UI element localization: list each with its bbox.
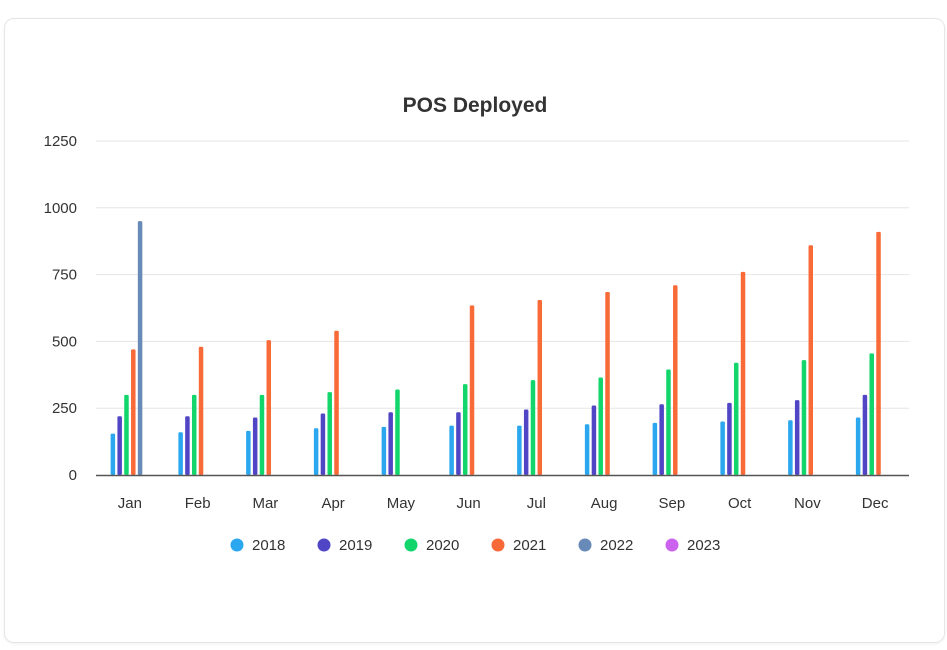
bar-2021-jan[interactable]: [131, 349, 136, 475]
legend-item-2018[interactable]: 2018: [230, 537, 286, 554]
bar-2021-feb[interactable]: [198, 346, 204, 475]
bar-2018-sep[interactable]: [652, 422, 658, 475]
x-tick-label: Feb: [185, 495, 211, 512]
bar-2020-mar[interactable]: [259, 394, 265, 475]
bar-2022-jan[interactable]: [137, 221, 143, 475]
y-tick-label: 750: [52, 267, 77, 284]
x-axis-ticks: Jan Feb Mar Apr May Jun Jul Aug Sep Oct Nov Dec: [118, 495, 889, 512]
legend-item-2023[interactable]: 2023: [665, 537, 721, 554]
bar-2018-jan[interactable]: [110, 433, 116, 475]
bar-2018-apr[interactable]: [313, 428, 319, 475]
bar-2019-nov[interactable]: [794, 400, 800, 475]
bar-2018-jun[interactable]: [449, 425, 454, 475]
bar-2020-nov[interactable]: [801, 360, 807, 475]
bar-2021-dec[interactable]: [876, 231, 881, 475]
bar-2018-may[interactable]: [381, 426, 387, 475]
bar-2021-oct[interactable]: [740, 271, 746, 475]
x-tick-label: Jan: [118, 495, 142, 512]
bar-2018-aug[interactable]: [584, 424, 590, 475]
bar-2019-feb[interactable]: [185, 416, 190, 475]
bar-2019-jan[interactable]: [117, 416, 122, 475]
x-tick-label: Nov: [794, 495, 821, 512]
legend-marker: [230, 538, 244, 552]
chart-card: [4, 18, 945, 643]
bar-2020-jun[interactable]: [462, 384, 468, 475]
legend-item-2020[interactable]: 2020: [404, 537, 460, 554]
bar-2020-sep[interactable]: [666, 369, 671, 475]
bar-2019-may[interactable]: [388, 412, 393, 475]
legend-label: 2022: [600, 537, 633, 554]
legend-label: 2023: [687, 537, 720, 554]
bar-2020-oct[interactable]: [733, 362, 739, 475]
legend-item-2019[interactable]: 2019: [317, 537, 373, 554]
bar-2021-aug[interactable]: [605, 291, 610, 475]
bar-2018-mar[interactable]: [246, 430, 251, 475]
bar-2019-apr[interactable]: [320, 413, 326, 475]
y-tick-label: 250: [52, 400, 77, 417]
bar-2019-jul[interactable]: [523, 409, 529, 475]
bar-2021-jun[interactable]: [469, 305, 475, 475]
x-tick-label: Jun: [457, 495, 481, 512]
y-tick-label: 1000: [44, 200, 77, 217]
x-tick-label: Mar: [252, 495, 278, 512]
bar-2018-jul[interactable]: [517, 425, 522, 475]
legend: 2018 2019 2020 2021 2022 2023: [230, 537, 721, 554]
x-tick-label: Jul: [527, 495, 546, 512]
bar-2018-oct[interactable]: [720, 421, 725, 475]
legend-label: 2019: [339, 537, 372, 554]
bar-2020-jul[interactable]: [530, 380, 536, 475]
y-tick-label: 0: [69, 467, 77, 484]
bar-2019-oct[interactable]: [727, 402, 732, 475]
bar-2021-apr[interactable]: [334, 330, 339, 475]
bar-2020-aug[interactable]: [598, 377, 603, 475]
bars: [110, 221, 881, 475]
legend-marker: [317, 538, 331, 552]
bar-2018-nov[interactable]: [788, 420, 793, 475]
legend-marker: [404, 538, 418, 552]
bar-2019-mar[interactable]: [252, 417, 258, 475]
bar-2021-mar[interactable]: [266, 340, 272, 475]
bar-2020-dec[interactable]: [869, 353, 874, 475]
bar-2021-jul[interactable]: [537, 299, 543, 475]
y-tick-label: 500: [52, 333, 77, 350]
bar-2021-nov[interactable]: [808, 245, 814, 475]
legend-item-2021[interactable]: 2021: [491, 537, 547, 554]
bar-2018-feb[interactable]: [178, 432, 183, 475]
gridlines: [96, 140, 909, 409]
x-tick-label: May: [387, 495, 416, 512]
bar-2020-jan[interactable]: [124, 394, 129, 475]
y-tick-label: 1250: [44, 133, 77, 150]
y-axis-ticks: 0 250 500 750 1000 1250: [44, 133, 77, 484]
bar-2020-may[interactable]: [395, 389, 400, 475]
x-tick-label: Apr: [321, 495, 344, 512]
x-tick-label: Sep: [659, 495, 686, 512]
legend-item-2022[interactable]: 2022: [578, 537, 634, 554]
bar-2019-sep[interactable]: [659, 404, 664, 475]
x-tick-label: Dec: [862, 495, 889, 512]
legend-label: 2021: [513, 537, 546, 554]
legend-marker: [491, 538, 505, 552]
bar-2020-feb[interactable]: [191, 394, 197, 475]
legend-marker: [578, 538, 592, 552]
x-tick-label: Oct: [728, 495, 752, 512]
chart-title: POS Deployed: [403, 94, 548, 117]
bar-2019-jun[interactable]: [456, 412, 461, 475]
legend-label: 2020: [426, 537, 459, 554]
bar-2020-apr[interactable]: [327, 392, 332, 475]
bar-2019-dec[interactable]: [862, 394, 868, 475]
legend-label: 2018: [252, 537, 285, 554]
bar-2021-sep[interactable]: [673, 285, 678, 475]
legend-marker: [665, 538, 679, 552]
x-tick-label: Aug: [591, 495, 618, 512]
bar-2019-aug[interactable]: [591, 405, 597, 475]
bar-2018-dec[interactable]: [855, 417, 861, 475]
